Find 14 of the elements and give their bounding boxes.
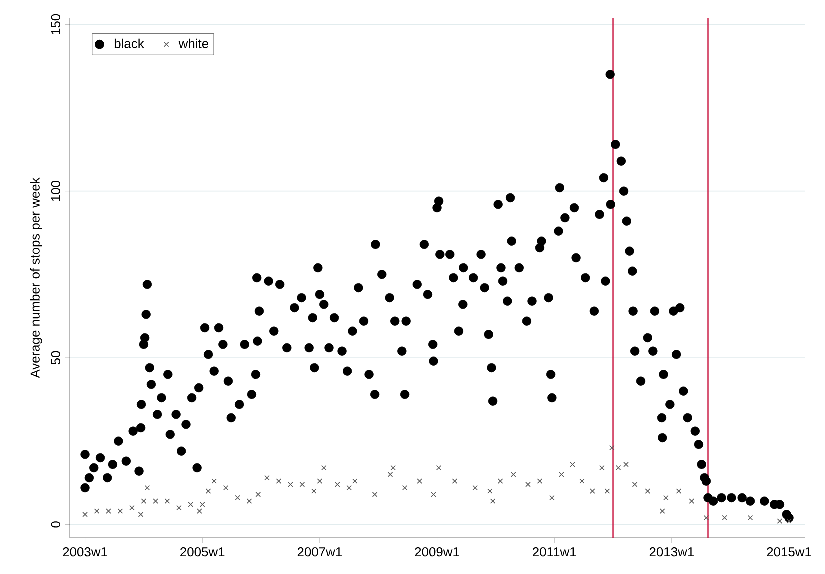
y-axis-title: Average number of stops per week (30, 178, 42, 378)
x-tick-label: 2009w1 (415, 548, 460, 557)
y-tick-label: 0 (51, 522, 61, 528)
x-tick-label: 2005w1 (180, 548, 225, 557)
y-tick-label: 150 (51, 14, 61, 34)
x-tick-label: 2011w1 (533, 548, 576, 557)
x-tick-label: 2013w1 (650, 548, 694, 557)
x-tick-label: 2007w1 (298, 548, 342, 557)
y-tick-label: 100 (51, 181, 61, 202)
x-tick-label: 2003w1 (63, 548, 108, 557)
legend-label: black (114, 38, 144, 48)
legend-label: white (178, 38, 208, 48)
y-tick-label: 50 (51, 351, 61, 365)
x-tick-label: 2015w1 (767, 548, 812, 557)
